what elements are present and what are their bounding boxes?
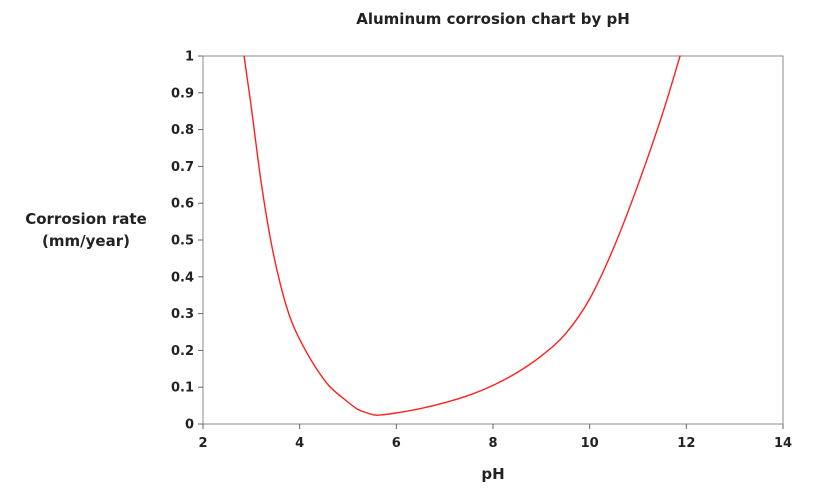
series-group [243, 55, 681, 416]
data-point [366, 412, 368, 414]
data-point [679, 55, 681, 57]
data-point [357, 408, 359, 410]
data-point [564, 333, 567, 335]
y-tick-label: 0.5 [171, 234, 194, 249]
plot-frame [202, 55, 784, 425]
data-point [342, 397, 344, 399]
x-tick-label: 2 [198, 436, 207, 451]
x-tick-label: 4 [295, 436, 304, 451]
data-point [637, 184, 639, 186]
x-tick-label: 6 [392, 436, 401, 451]
y-tick-label: 0.6 [171, 197, 194, 212]
data-point [516, 371, 518, 374]
data-point [419, 407, 422, 410]
y-tick-label: 0.1 [171, 381, 194, 396]
y-tick-label: 0.3 [171, 307, 194, 322]
data-point [589, 298, 591, 300]
data-point [270, 239, 272, 241]
data-point [376, 414, 378, 416]
chart-title: Aluminum corrosion chart by pH [356, 10, 630, 28]
y-tick-label: 0.8 [171, 123, 194, 138]
data-point [260, 180, 262, 182]
x-tick-label: 8 [488, 436, 497, 451]
data-point [492, 384, 494, 386]
data-point [661, 114, 663, 116]
y-tick-label: 0.2 [171, 344, 194, 359]
data-point [613, 246, 615, 248]
data-point [279, 283, 281, 285]
data-point [328, 384, 330, 386]
x-tick-label: 12 [677, 436, 695, 451]
x-tick-label: 10 [581, 436, 599, 451]
data-point [395, 412, 397, 414]
data-point [250, 106, 252, 109]
data-point [468, 394, 470, 396]
y-tick-label: 1 [185, 50, 194, 65]
data-point [313, 364, 315, 366]
y-axis-label: Corrosion rate (mm/year) [6, 208, 166, 252]
y-axis-label-line-2: (mm/year) [42, 232, 130, 250]
x-ticks: 2 4 6 8 10 12 14 [198, 424, 792, 451]
y-axis-label-line-1: Corrosion rate [25, 210, 147, 228]
y-tick-label: 0.9 [171, 86, 194, 101]
data-point [299, 338, 301, 340]
data-point [243, 55, 245, 57]
y-ticks: 0 0.1 0.2 0.3 0.4 0.5 0.6 0.7 0.8 0.9 1 [171, 50, 203, 433]
data-point [540, 355, 542, 357]
data-point [444, 402, 446, 404]
x-axis-label: pH [481, 465, 505, 483]
y-tick-label: 0 [185, 418, 194, 433]
y-tick-label: 0.4 [171, 270, 194, 285]
x-tick-label: 14 [774, 436, 792, 451]
y-tick-label: 0.7 [171, 160, 194, 175]
data-point [289, 316, 291, 318]
